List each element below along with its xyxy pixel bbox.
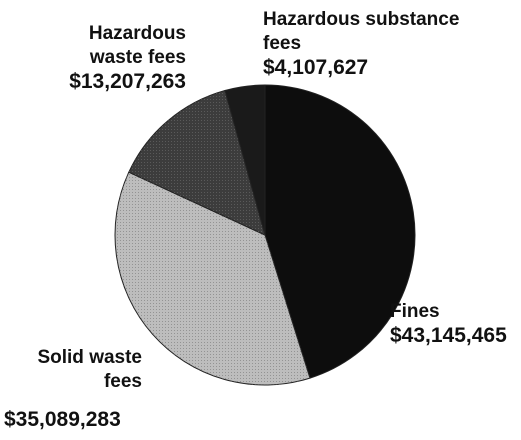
slice-label: Hazardous waste fees $13,207,263: [30, 22, 186, 94]
value-label: $43,145,465: [390, 324, 507, 347]
slice-label: Hazardous substance fees $4,107,627: [263, 8, 483, 80]
slice-label: Fines $43,145,465: [390, 300, 520, 348]
slice-label: $35,089,283: [4, 408, 164, 432]
slice-label: Solid waste fees: [0, 346, 142, 394]
category-label: Hazardous waste fees: [88, 23, 186, 68]
pie-slice: [224, 84, 266, 236]
pie-slice: [264, 84, 416, 379]
value-label: $13,207,263: [69, 70, 186, 93]
category-label: Fines: [390, 301, 440, 322]
value-label: $35,089,283: [4, 408, 121, 431]
slice-texture: [115, 172, 310, 385]
slice-texture: [128, 90, 265, 235]
value-label: $4,107,627: [263, 56, 369, 79]
category-label: Hazardous substance fees: [263, 9, 460, 54]
category-label: Solid waste fees: [37, 347, 142, 392]
